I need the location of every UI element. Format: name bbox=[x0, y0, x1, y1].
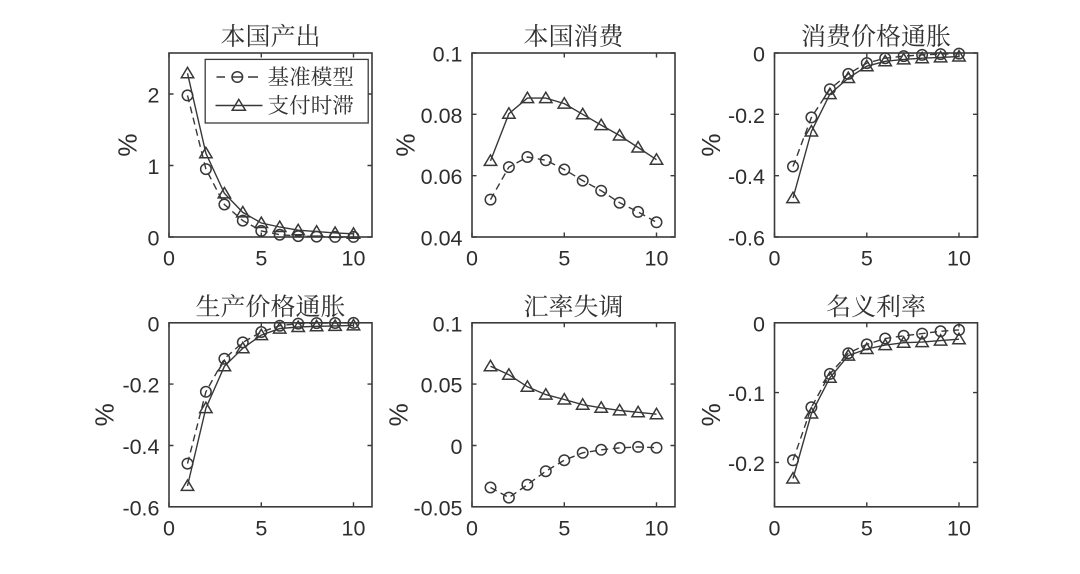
svg-text:5: 5 bbox=[558, 247, 570, 271]
svg-text:5: 5 bbox=[558, 516, 570, 540]
svg-text:0: 0 bbox=[753, 43, 765, 67]
svg-text:%: % bbox=[384, 403, 414, 426]
svg-text:%: % bbox=[696, 133, 726, 156]
svg-text:0: 0 bbox=[163, 247, 175, 271]
svg-text:-0.6: -0.6 bbox=[122, 496, 159, 520]
svg-text:-0.4: -0.4 bbox=[728, 165, 765, 189]
svg-text:5: 5 bbox=[255, 247, 267, 271]
svg-text:10: 10 bbox=[947, 247, 971, 271]
svg-text:0: 0 bbox=[163, 516, 175, 540]
svg-text:-0.6: -0.6 bbox=[728, 227, 765, 251]
svg-text:-0.05: -0.05 bbox=[413, 496, 462, 520]
svg-text:%: % bbox=[90, 403, 120, 426]
svg-text:0: 0 bbox=[466, 247, 478, 271]
svg-text:0.1: 0.1 bbox=[433, 312, 463, 336]
svg-text:10: 10 bbox=[645, 247, 669, 271]
svg-text:%: % bbox=[113, 133, 143, 156]
svg-text:-0.4: -0.4 bbox=[122, 435, 159, 459]
svg-text:-0.2: -0.2 bbox=[122, 374, 159, 398]
svg-text:0: 0 bbox=[451, 435, 463, 459]
svg-text:5: 5 bbox=[255, 516, 267, 540]
svg-text:-0.2: -0.2 bbox=[728, 452, 765, 476]
svg-text:0.1: 0.1 bbox=[433, 43, 463, 67]
svg-text:0: 0 bbox=[148, 227, 160, 251]
svg-text:0.04: 0.04 bbox=[421, 227, 463, 251]
svg-text:5: 5 bbox=[861, 516, 873, 540]
svg-text:0: 0 bbox=[769, 247, 781, 271]
svg-text:0.06: 0.06 bbox=[421, 165, 463, 189]
svg-text:%: % bbox=[696, 403, 726, 426]
svg-text:0: 0 bbox=[466, 516, 478, 540]
svg-text:0: 0 bbox=[753, 312, 765, 336]
svg-text:0.05: 0.05 bbox=[421, 374, 463, 398]
svg-text:0.08: 0.08 bbox=[421, 104, 463, 128]
svg-text:10: 10 bbox=[342, 247, 366, 271]
svg-text:10: 10 bbox=[342, 516, 366, 540]
svg-text:1: 1 bbox=[148, 155, 160, 179]
svg-text:0: 0 bbox=[769, 516, 781, 540]
svg-text:5: 5 bbox=[861, 247, 873, 271]
svg-text:10: 10 bbox=[645, 516, 669, 540]
svg-text:%: % bbox=[391, 133, 421, 156]
svg-text:2: 2 bbox=[148, 84, 160, 108]
svg-text:-0.1: -0.1 bbox=[728, 382, 765, 406]
svg-text:-0.2: -0.2 bbox=[728, 104, 765, 128]
svg-text:10: 10 bbox=[947, 516, 971, 540]
svg-text:0: 0 bbox=[148, 312, 160, 336]
